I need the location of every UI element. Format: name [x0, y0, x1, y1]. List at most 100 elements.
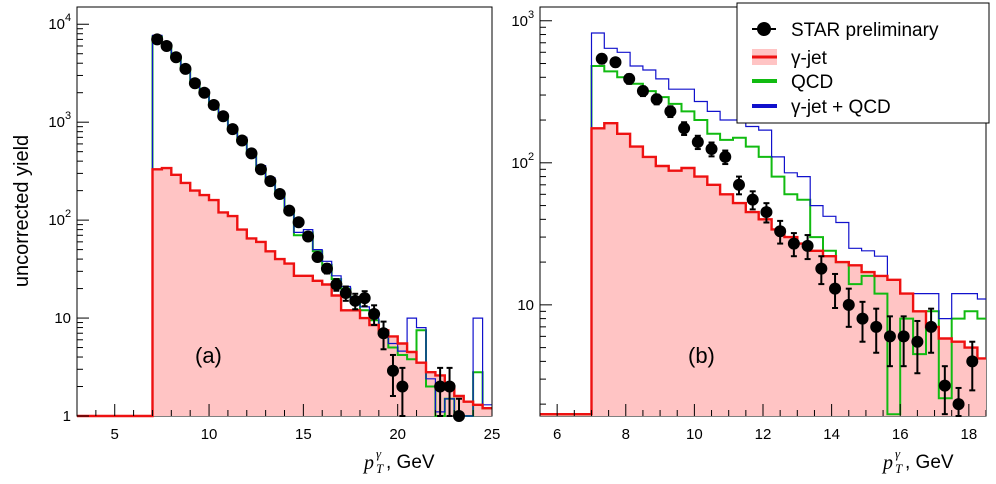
panel-b-xlabel-p: p [881, 452, 893, 474]
data-point [339, 285, 352, 302]
data-marker [883, 330, 896, 343]
data-point [609, 56, 622, 69]
data-marker [311, 251, 324, 264]
data-marker [925, 320, 938, 333]
data-marker [273, 187, 286, 200]
data-point [719, 149, 732, 166]
data-marker [829, 282, 842, 295]
data-point [273, 187, 286, 200]
data-marker [396, 380, 409, 393]
data-point [264, 175, 277, 188]
y-tick-exponent: 3 [528, 9, 534, 21]
panel-a-xlabel-sup: γ [376, 446, 382, 461]
legend-item-sum: γ-jet + QCD [752, 97, 891, 118]
data-point [160, 39, 173, 52]
data-marker [801, 239, 814, 252]
panel-b-gamma-jet-fill [540, 123, 986, 416]
data-marker [188, 77, 201, 90]
legend-label-data: STAR preliminary [791, 20, 939, 41]
data-point [368, 304, 381, 326]
legend-label-sum: γ-jet + QCD [791, 97, 891, 118]
x-tick-label: 14 [823, 426, 840, 443]
y-tick-label: 10 [511, 13, 528, 30]
legend: STAR preliminary γ-jet QCD γ-jet + QCD [736, 2, 990, 124]
data-point [434, 366, 447, 417]
data-marker [856, 312, 869, 325]
panel-a-gamma-jet-histogram [77, 166, 492, 418]
data-point [207, 98, 220, 111]
data-point [870, 307, 883, 354]
data-marker [245, 147, 258, 160]
data-marker [705, 143, 718, 156]
data-point [170, 51, 183, 64]
data-point [746, 190, 759, 211]
data-point [664, 105, 677, 119]
data-marker [320, 262, 333, 275]
data-marker [226, 123, 239, 136]
data-point [386, 353, 399, 398]
panel-a-gamma-jet-fill [77, 168, 492, 416]
panel-b-gamma-jet-histogram [540, 122, 986, 416]
y-tick-exponent: 3 [65, 110, 71, 122]
data-marker [842, 298, 855, 311]
data-point [705, 141, 718, 158]
data-marker [815, 262, 828, 275]
x-tick-label: 8 [622, 426, 630, 443]
data-marker [691, 136, 704, 149]
y-tick-exponent: 2 [65, 208, 71, 220]
x-tick-label: 25 [484, 426, 501, 443]
data-marker [386, 364, 399, 377]
data-marker [787, 237, 800, 250]
panel-a-xlabel-p: p [362, 452, 374, 474]
data-point [179, 62, 192, 75]
data-point [636, 85, 649, 98]
data-marker [897, 330, 910, 343]
x-tick-label: 6 [553, 426, 561, 443]
panel-a-label: (a) [195, 343, 222, 368]
data-point [650, 93, 663, 106]
data-marker [254, 163, 267, 176]
data-point [966, 340, 979, 392]
data-point [151, 33, 164, 46]
y-tick-label: 10 [48, 114, 65, 131]
data-point [732, 175, 745, 196]
data-marker [368, 308, 381, 321]
data-marker [595, 52, 608, 65]
data-marker [160, 39, 173, 52]
data-point [787, 232, 800, 258]
data-marker [938, 379, 951, 392]
data-marker [664, 105, 677, 118]
data-marker [650, 93, 663, 106]
legend-item-gamma-jet: γ-jet [752, 48, 828, 69]
panel-a-xlabel-sub: T [376, 461, 384, 476]
data-marker [358, 292, 371, 305]
data-point [952, 386, 965, 417]
data-marker [179, 62, 192, 75]
data-point [897, 315, 910, 368]
y-tick-label: 10 [48, 212, 65, 229]
data-point [283, 204, 296, 217]
data-point [330, 278, 343, 292]
data-marker [198, 86, 211, 99]
data-point [349, 292, 362, 311]
data-marker [207, 98, 220, 111]
data-marker [719, 150, 732, 163]
data-marker [966, 355, 979, 368]
y-tick-label: 1 [63, 408, 71, 425]
data-point [760, 202, 773, 224]
data-point [856, 300, 869, 343]
panel-b-data-points [595, 52, 979, 417]
data-marker [349, 294, 362, 307]
data-marker [609, 56, 622, 69]
legend-data-marker [757, 22, 771, 36]
data-point [358, 290, 371, 308]
x-tick-label: 10 [201, 426, 218, 443]
x-tick-label: 18 [961, 426, 978, 443]
x-tick-label: 10 [686, 426, 703, 443]
data-marker [911, 335, 924, 348]
y-tick-label: 10 [54, 310, 71, 327]
data-marker [236, 134, 249, 147]
data-point [801, 234, 814, 261]
